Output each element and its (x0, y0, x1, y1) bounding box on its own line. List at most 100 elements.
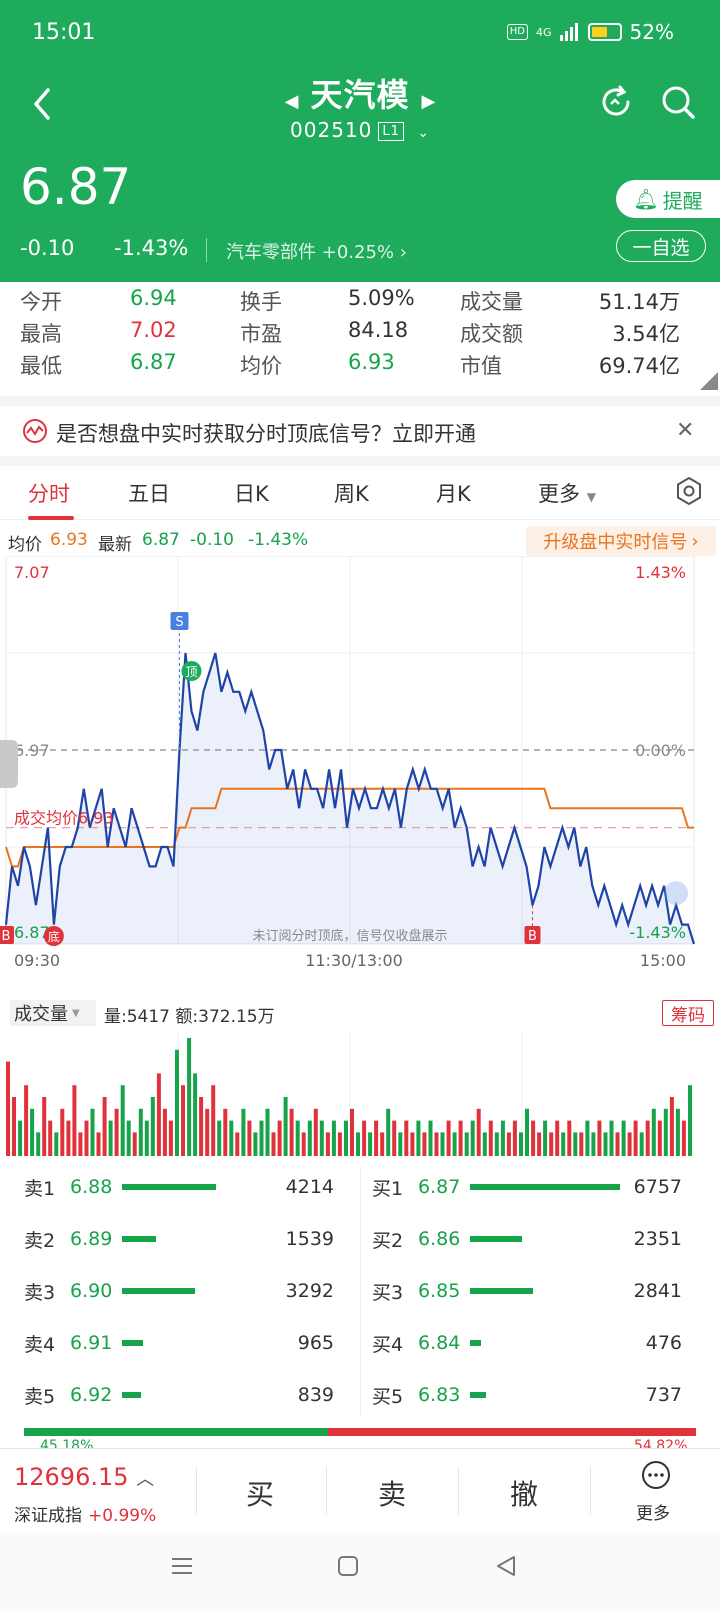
upgrade-signal-button[interactable]: 升级盘中实时信号 › (526, 526, 716, 556)
prev-stock-icon[interactable]: ◀ (284, 91, 299, 112)
sector-name: 汽车零部件 (226, 242, 316, 263)
intraday-chart[interactable]: 7.07 6.97 6.87 1.43% 0.00% -1.43% 成交均价6.93 未订阅分… (0, 556, 720, 996)
tab-monthly-k[interactable]: 月K (436, 482, 471, 506)
avg-line (5, 787, 694, 868)
order-volume: 737 (645, 1384, 682, 1406)
order-level-label: 买5 (372, 1385, 404, 1408)
volume-bar (688, 1085, 692, 1156)
ask-row[interactable]: 卖3 6.90 3292 (24, 1276, 334, 1306)
index-label[interactable]: 深证成指 +0.99% (14, 1501, 156, 1526)
order-volume-bar (470, 1340, 481, 1346)
more-icon[interactable] (640, 1459, 672, 1491)
crosshair-handle-icon[interactable] (664, 881, 689, 906)
bid-row[interactable]: 买3 6.85 2841 (372, 1276, 682, 1306)
volume-bar (132, 1132, 137, 1156)
remind-button[interactable]: 🔔︎ 提醒 (616, 180, 720, 218)
volume-bar (54, 1132, 59, 1156)
latest-change: -0.10 (190, 530, 234, 550)
chart-handle[interactable] (0, 740, 18, 788)
signal-dot (181, 661, 202, 681)
ask-row[interactable]: 卖4 6.91 965 (24, 1328, 334, 1358)
volume-bar (440, 1132, 445, 1156)
cancel-order-button[interactable]: 撤 (510, 1478, 539, 1511)
tab-intraday[interactable]: 分时 (28, 482, 70, 506)
signal-marker-bottom[interactable]: 底 (43, 926, 64, 946)
ask-row[interactable]: 卖5 6.92 839 (24, 1380, 334, 1410)
caret-down-icon: ▼ (72, 1007, 80, 1019)
volume-indicator-select[interactable]: 成交量 ▼ (10, 1000, 96, 1026)
ask-row[interactable]: 卖1 6.88 4214 (24, 1172, 334, 1202)
latest-label: 最新 (98, 535, 132, 555)
volume-bar (380, 1132, 385, 1156)
volume-bar (42, 1097, 47, 1156)
volume-bar (30, 1108, 35, 1156)
search-icon[interactable] (658, 82, 698, 122)
tab-daily-k[interactable]: 日K (234, 482, 269, 506)
signal-marker-buy[interactable]: B (0, 924, 14, 944)
order-volume: 2351 (633, 1228, 682, 1250)
volume-bar (573, 1132, 578, 1156)
sell-button[interactable]: 卖 (378, 1478, 407, 1511)
volume-bar (120, 1085, 125, 1156)
expand-corner-icon[interactable] (700, 372, 718, 390)
pct-label-mid: 0.00% (635, 741, 686, 760)
volume-bar (90, 1108, 95, 1156)
avg-value: 6.93 (50, 530, 88, 550)
order-volume-bar (122, 1184, 216, 1190)
index-quote[interactable]: 12696.15 ︿ (14, 1463, 154, 1491)
signal-box (0, 926, 14, 944)
tab-five-day[interactable]: 五日 (128, 482, 170, 506)
bid-row[interactable]: 买4 6.84 476 (372, 1328, 682, 1358)
back-icon[interactable] (28, 84, 60, 124)
volume-bar (350, 1108, 354, 1156)
signal-marker-sell[interactable]: S (170, 612, 189, 750)
ask-row[interactable]: 卖2 6.89 1539 (24, 1224, 334, 1254)
volume-bar (36, 1132, 41, 1156)
chevron-down-icon[interactable]: ⌄ (417, 125, 430, 141)
volume-bar (60, 1108, 65, 1156)
stat-label: 最低 (20, 354, 62, 378)
back-nav-icon[interactable] (494, 1554, 518, 1578)
avg-line-label: 成交均价6.93 (14, 809, 114, 828)
upgrade-label: 升级盘中实时信号 (543, 532, 688, 553)
more-label[interactable]: 更多 (636, 1504, 670, 1524)
volume-bar (331, 1120, 336, 1156)
chips-button[interactable]: 筹码 (662, 1000, 714, 1026)
signal-marker-top[interactable]: 顶 (181, 661, 202, 681)
tab-more[interactable]: 更多 ▼ (538, 478, 596, 508)
buy-button[interactable]: 买 (246, 1478, 275, 1511)
volume-bar (72, 1085, 77, 1156)
order-price: 6.89 (70, 1228, 113, 1250)
volume-bar (368, 1132, 373, 1156)
volume-bar (187, 1038, 192, 1156)
menu-icon[interactable] (170, 1554, 194, 1578)
tab-weekly-k[interactable]: 周K (334, 482, 369, 506)
x-tick-label: 11:30/13:00 (305, 951, 403, 970)
close-icon[interactable]: ✕ (676, 418, 695, 443)
latest-change-pct: -1.43% (248, 530, 309, 550)
volume-bar (362, 1120, 367, 1156)
network-icon: 4G (536, 25, 552, 39)
volume-bar (181, 1085, 185, 1156)
add-watchlist-button[interactable]: 一自选 (616, 230, 706, 262)
volume-bar (325, 1132, 330, 1156)
refresh-icon[interactable] (596, 82, 636, 122)
volume-bar (591, 1132, 596, 1156)
next-stock-icon[interactable]: ▶ (421, 91, 436, 112)
sector-link[interactable]: 汽车零部件 +0.25% › (226, 238, 407, 264)
status-time: 15:01 (32, 20, 96, 45)
volume-bar (84, 1120, 89, 1156)
home-icon[interactable] (336, 1554, 360, 1578)
settings-icon[interactable] (674, 476, 704, 506)
bid-row[interactable]: 买2 6.86 2351 (372, 1224, 682, 1254)
signal-marker-buy[interactable]: B (524, 905, 541, 944)
buy-ratio-fill (327, 1428, 696, 1436)
order-level-label: 买1 (372, 1177, 404, 1200)
current-price: 6.87 (20, 158, 132, 216)
bid-row[interactable]: 买5 6.83 737 (372, 1380, 682, 1410)
level-badge[interactable]: L1 (378, 122, 404, 141)
stat-label: 最高 (20, 322, 62, 346)
promo-banner[interactable]: 是否想盘中实时获取分时顶底信号？立即开通 ✕ (0, 406, 720, 456)
order-volume-bar (470, 1184, 620, 1190)
bid-row[interactable]: 买1 6.87 6757 (372, 1172, 682, 1202)
